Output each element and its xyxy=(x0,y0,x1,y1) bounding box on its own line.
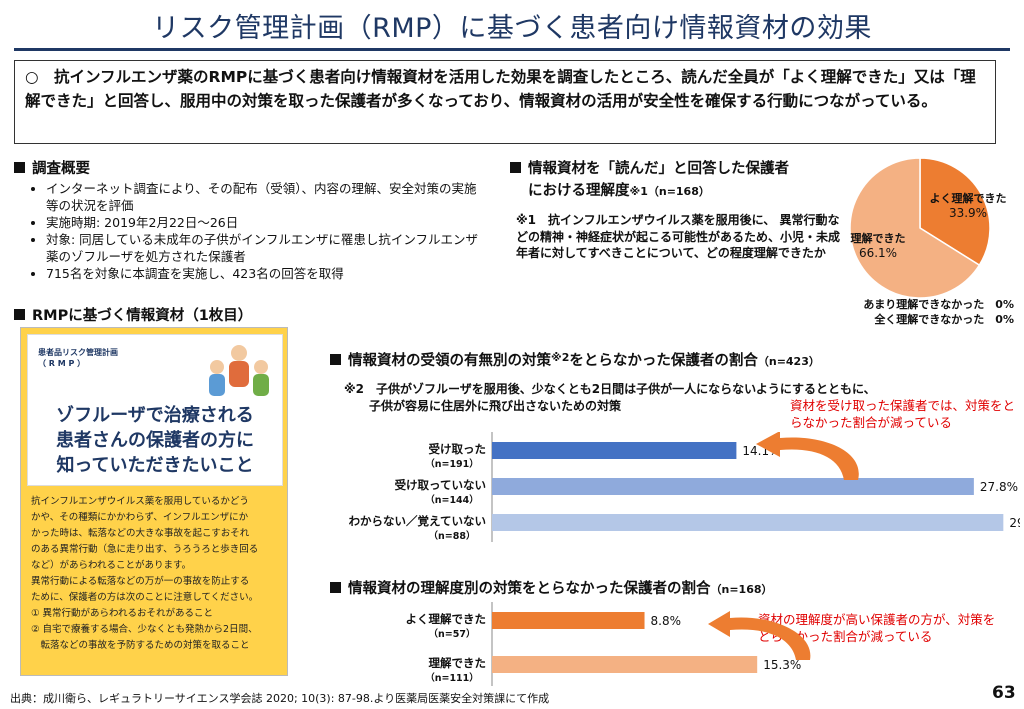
chart1-title: 情報資材の受領の有無別の対策※2をとらなかった保護者の割合（n=423） xyxy=(330,349,820,370)
chart2-title-text: 情報資材の理解度別の対策をとらなかった保護者の割合 xyxy=(348,581,711,597)
leaflet-heading-line: 患者さんの保護者の方に xyxy=(56,430,254,451)
pie-slice-label: よく理解できた xyxy=(930,191,1007,205)
chart1-title-n: （n=423） xyxy=(757,355,820,368)
bar-value-label: 8.8% xyxy=(651,614,682,628)
title-underline xyxy=(14,48,1010,51)
pie-slice-label: 理解できた xyxy=(851,231,906,245)
chart2-title-n: （n=168） xyxy=(710,583,773,596)
leaflet-body-line: ② 自宅で療養する場合、少なくとも発熱から2日間、 xyxy=(31,624,258,635)
pie-zero-item: 全く理解できなかった 0% xyxy=(874,313,1014,326)
bar-value-label: 29.5% xyxy=(1009,516,1020,530)
leaflet-body-line: ① 異常行動があらわれるおそれがあること xyxy=(31,608,214,619)
pie-zero-items: あまり理解できなかった 0% 全く理解できなかった 0% xyxy=(844,297,1014,327)
pie-title: 情報資材を「読んだ」と回答した保護者 における理解度※1（n=168） xyxy=(510,158,850,203)
survey-list: インターネット調査により、その配布（受領）、内容の理解、安全対策の実施等の状況を… xyxy=(30,180,486,282)
leaflet-heading-line: 知っていただきたいこと xyxy=(56,455,254,476)
bar-category-label: 受け取っていない xyxy=(395,478,486,492)
square-bullet-icon xyxy=(330,354,341,365)
survey-item: 対象: 同居している未成年の子供がインフルエンザに罹患し抗インフルエンザ薬のゾフ… xyxy=(46,231,486,265)
family-illustration-icon xyxy=(209,345,269,396)
bar xyxy=(492,612,645,629)
chart2-callout: 資材の理解度が高い保護者の方が、対策をとらなかった割合が減っている xyxy=(758,612,996,644)
leaflet-body-line: 転落などの事故を予防するための対策を取ること xyxy=(31,640,250,651)
leaflet-body-line: など）があらわれることがあります。 xyxy=(31,560,192,571)
leaflet-body-line: 異常行動による転落などの万が一の事故を防止する xyxy=(31,576,250,587)
material-heading-text: RMPに基づく情報資材（1枚目） xyxy=(32,308,253,324)
bar-category-n: （n=88） xyxy=(429,530,476,542)
pie-title-line1: 情報資材を「読んだ」と回答した保護者 xyxy=(528,161,789,177)
page-number: 63 xyxy=(992,683,1016,703)
callout-arrow-icon xyxy=(756,432,859,480)
bar xyxy=(492,478,974,495)
square-bullet-icon xyxy=(14,309,25,320)
bar-category-label: 受け取った xyxy=(429,442,487,456)
square-bullet-icon xyxy=(14,162,25,173)
material-heading: RMPに基づく情報資材（1枚目） xyxy=(14,304,252,325)
survey-item: 実施時期: 2019年2月22日～26日 xyxy=(46,214,486,231)
bar-category-n: （n=57） xyxy=(429,628,476,640)
chart1-title-rest: をとらなかった保護者の割合 xyxy=(569,353,758,369)
bar xyxy=(492,656,758,673)
bar-category-label: わからない／覚えていない xyxy=(349,514,486,528)
leaflet-small-label-line: （ R M P ） xyxy=(38,359,86,368)
bar xyxy=(492,514,1004,531)
bar-value-label: 27.8% xyxy=(980,480,1018,494)
chart1-bars: 受け取った（n=191）14.1%受け取っていない（n=144）27.8%わから… xyxy=(349,432,1020,542)
survey-heading: 調査概要 xyxy=(14,157,90,178)
chart1-callout: 資材を受け取った保護者では、対策をとらなかった割合が減っている xyxy=(790,398,1016,430)
leaflet-body-line: ために、保護者の方は次のことに注意してください。 xyxy=(31,592,259,603)
chart1-title-mark: ※2 xyxy=(551,351,570,364)
callout-arrow-icon xyxy=(708,611,811,660)
material-leaflet: 患者品リスク管理計画 （ R M P ） ゾフルーザで治療される 患者さんの保護… xyxy=(20,327,288,676)
leaflet-top-panel: 患者品リスク管理計画 （ R M P ） ゾフルーザで治療される 患者さんの保護… xyxy=(27,334,283,486)
bar-category-n: （n=111） xyxy=(425,672,479,684)
square-bullet-icon xyxy=(330,582,341,593)
bar-category-n: （n=144） xyxy=(425,494,479,506)
leaflet-small-label-line: 患者品リスク管理計画 xyxy=(38,348,118,357)
bar-category-label: 理解できた xyxy=(429,656,487,670)
chart1-note: ※2 子供がゾフルーザを服用後、少なくとも2日間は子供が一人にならないようにする… xyxy=(344,381,904,414)
bar-category-label: よく理解できた xyxy=(406,612,487,626)
chart1-title-text: 情報資材の受領の有無別の対策 xyxy=(348,353,551,369)
bar-value-label: 15.3% xyxy=(763,658,801,672)
pie-note: ※1 抗インフルエンザウイルス薬を服用後に、 異常行動などの精神・神経症状が起こ… xyxy=(516,213,841,260)
chart1-note-line: ※2 子供がゾフルーザを服用後、少なくとも2日間は子供が一人にならないようにする… xyxy=(344,382,876,396)
chart2-title: 情報資材の理解度別の対策をとらなかった保護者の割合（n=168） xyxy=(330,577,773,598)
page-title: リスク管理計画（RMP）に基づく患者向け情報資材の効果 xyxy=(152,13,872,44)
pie-zero-item: あまり理解できなかった 0% xyxy=(863,298,1014,311)
chart2-bars: よく理解できた （n=57） 8.8% 理解できた （n=111） 15.3% xyxy=(406,602,811,686)
leaflet-body-line: 抗インフルエンザウイルス薬を服用しているかどう xyxy=(31,496,249,507)
survey-heading-text: 調査概要 xyxy=(32,161,90,177)
bar xyxy=(492,442,737,459)
pie-slice-value: 33.9% xyxy=(949,206,987,220)
leaflet-body-line: のある異常行動（急に走り出す、うろうろと歩き回る xyxy=(31,544,259,555)
leaflet-main-heading: ゾフルーザで治療される 患者さんの保護者の方に 知っていただきたいこと xyxy=(28,403,282,478)
pie-title-mark: ※1 xyxy=(629,185,648,198)
leaflet-body-line: かや、その種類にかかわらず、インフルエンザにか xyxy=(31,512,249,523)
bar-category-n: （n=191） xyxy=(425,458,479,470)
survey-item: 715名を対象に本調査を実施し、423名の回答を取得 xyxy=(46,265,486,282)
chart1-note-line: 子供が容易に住居外に飛び出さないための対策 xyxy=(369,398,622,413)
leaflet-body-line: かった時は、転落などの大きな事故を起こすおそれ xyxy=(31,528,250,539)
pie-slice xyxy=(849,157,981,299)
survey-item: インターネット調査により、その配布（受領）、内容の理解、安全対策の実施等の状況を… xyxy=(46,180,486,214)
pie-title-n: （n=168） xyxy=(647,185,710,198)
summary-box: ○ 抗インフルエンザ薬のRMPに基づく患者向け情報資材を活用した効果を調査したと… xyxy=(14,60,996,144)
leaflet-heading-line: ゾフルーザで治療される xyxy=(56,405,254,426)
pie-title-line2: における理解度 xyxy=(528,183,630,199)
leaflet-body: 抗インフルエンザウイルス薬を服用しているかどう かや、その種類にかかわらず、イン… xyxy=(31,494,281,654)
source-citation: 出典：成川衛ら、レギュラトリーサイエンス学会誌 2020; 10(3): 87-… xyxy=(10,692,550,705)
square-bullet-icon xyxy=(510,162,521,173)
pie-slice-value: 66.1% xyxy=(859,246,897,260)
leaflet-small-label: 患者品リスク管理計画 （ R M P ） xyxy=(38,347,118,369)
